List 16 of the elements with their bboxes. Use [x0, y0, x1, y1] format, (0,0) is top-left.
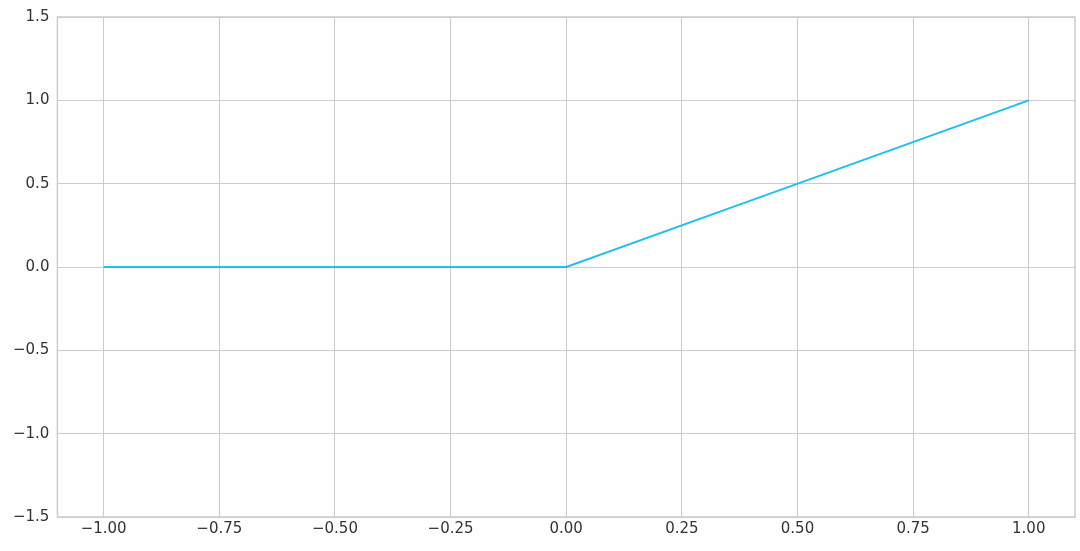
x-tick-label: 0.00 [549, 518, 583, 537]
x-tick-label: 0.75 [896, 518, 930, 537]
y-tick-label: 1.0 [25, 90, 50, 109]
y-tick-label: −0.5 [12, 340, 50, 359]
x-tick-label: 0.25 [665, 518, 699, 537]
y-tick-label: −1.5 [12, 506, 50, 525]
y-tick-label: 1.5 [25, 6, 50, 25]
x-tick-label: −0.25 [427, 518, 474, 537]
y-tick-label: 0.0 [25, 256, 50, 275]
x-tick-label: −0.50 [311, 518, 358, 537]
y-tick-label: −1.0 [12, 423, 50, 442]
x-tick-label: −1.00 [80, 518, 127, 537]
x-tick-label: −0.75 [196, 518, 243, 537]
x-tick-label: 0.50 [780, 518, 815, 537]
y-tick-label: 0.5 [25, 173, 50, 192]
x-tick-label: 1.00 [1012, 518, 1046, 537]
